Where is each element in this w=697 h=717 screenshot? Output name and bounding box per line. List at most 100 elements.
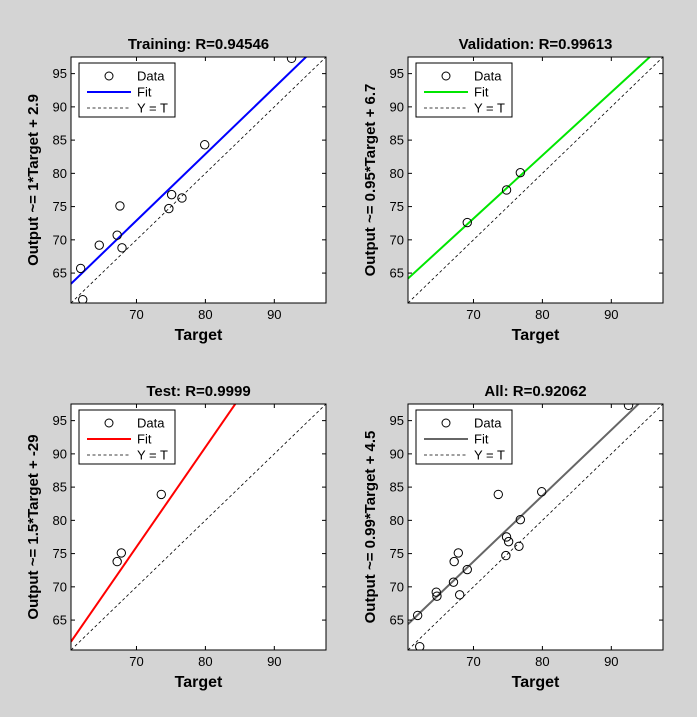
data-point xyxy=(537,487,547,497)
data-point xyxy=(515,167,526,178)
plot-content xyxy=(408,57,663,303)
x-tick-label: 80 xyxy=(535,654,549,669)
x-axis-label: Target xyxy=(175,327,223,344)
y-tick-label: 95 xyxy=(53,66,67,81)
x-tick-label: 70 xyxy=(129,654,143,669)
x-tick-label: 70 xyxy=(466,654,480,669)
data-point xyxy=(449,556,459,567)
axes-frame xyxy=(407,56,664,304)
legend-data-marker xyxy=(104,418,114,428)
x-tick-label: 70 xyxy=(129,307,143,322)
x-tick-label: 80 xyxy=(198,654,212,669)
data-point xyxy=(78,294,88,303)
identity-line xyxy=(71,404,326,650)
legend-entry-label: Y = T xyxy=(137,448,168,463)
plot-content xyxy=(408,404,663,650)
data-point xyxy=(75,263,86,274)
legend-data-marker xyxy=(104,71,114,81)
legend-entry-label: Fit xyxy=(474,85,489,100)
legend-entry-label: Fit xyxy=(137,85,152,100)
y-tick-label: 70 xyxy=(390,232,404,247)
legend-entry-label: Y = T xyxy=(137,101,168,116)
x-tick-label: 80 xyxy=(535,307,549,322)
x-axis-label: Target xyxy=(512,327,560,344)
y-tick-label: 70 xyxy=(53,579,67,594)
data-point xyxy=(415,641,425,650)
data-point xyxy=(156,489,166,500)
y-tick-label: 75 xyxy=(390,199,404,214)
chart-title: All: R=0.92062 xyxy=(484,383,586,400)
legend-entry-label: Fit xyxy=(474,432,489,447)
data-point xyxy=(166,189,177,200)
y-tick-label: 65 xyxy=(390,613,404,628)
y-tick-label: 95 xyxy=(53,413,67,428)
axes-frame xyxy=(70,56,327,304)
data-point xyxy=(115,201,125,211)
subplot-2: 70 80 90 65 70 75 80 85 90 95 Validation: R=0.9961… xyxy=(362,36,664,344)
plot-content xyxy=(71,57,326,303)
y-axis-label: Output ~= 1*Target + 2.9 xyxy=(25,94,42,266)
legend-data-marker xyxy=(441,418,451,428)
y-tick-label: 85 xyxy=(390,133,404,148)
x-axis-label: Target xyxy=(512,674,560,691)
legend-entry-label: Data xyxy=(474,69,502,84)
fit-line xyxy=(71,404,237,643)
chart-title: Training: R=0.94546 xyxy=(128,36,269,53)
y-tick-label: 85 xyxy=(53,133,67,148)
y-tick-label: 70 xyxy=(390,579,404,594)
legend-entry-label: Fit xyxy=(137,432,152,447)
data-point xyxy=(94,240,104,250)
subplot-4: 70 80 90 65 70 75 80 85 90 95 All: R=0.92062 Target… xyxy=(362,383,664,691)
axes-frame xyxy=(70,403,327,651)
data-point xyxy=(117,243,127,253)
y-tick-label: 75 xyxy=(53,546,67,561)
y-tick-label: 85 xyxy=(53,480,67,495)
y-tick-label: 95 xyxy=(390,413,404,428)
data-point xyxy=(286,57,297,64)
fit-line xyxy=(408,57,652,280)
chart-title: Test: R=0.9999 xyxy=(146,383,250,400)
y-axis-label: Output ~= 0.99*Target + 4.5 xyxy=(362,431,379,624)
data-point xyxy=(164,203,174,214)
data-point xyxy=(454,590,465,600)
data-point xyxy=(515,514,526,525)
identity-line xyxy=(408,404,663,650)
data-point xyxy=(116,548,127,558)
y-axis-label: Output ~= 0.95*Target + 6.7 xyxy=(362,84,379,277)
legend-data-marker xyxy=(441,71,451,81)
data-point xyxy=(501,550,511,561)
legend-entry-label: Data xyxy=(474,416,502,431)
legend-entry-label: Y = T xyxy=(474,101,505,116)
identity-line xyxy=(71,57,326,303)
legend-entry-label: Data xyxy=(137,416,165,431)
fit-line xyxy=(71,57,308,285)
y-tick-label: 75 xyxy=(53,199,67,214)
data-point xyxy=(177,193,187,203)
y-tick-label: 90 xyxy=(53,99,67,114)
axes-frame xyxy=(407,403,664,651)
x-tick-label: 90 xyxy=(604,307,618,322)
x-tick-label: 90 xyxy=(267,307,281,322)
y-tick-label: 75 xyxy=(390,546,404,561)
data-point xyxy=(453,548,464,558)
x-tick-label: 90 xyxy=(604,654,618,669)
legend-entry-label: Y = T xyxy=(474,448,505,463)
data-point xyxy=(462,217,472,228)
legend-entry-label: Data xyxy=(137,69,165,84)
data-point xyxy=(431,587,441,597)
chart-title: Validation: R=0.99613 xyxy=(459,36,613,53)
fit-line xyxy=(408,404,640,625)
y-tick-label: 90 xyxy=(390,99,404,114)
y-tick-label: 80 xyxy=(53,166,67,181)
x-tick-label: 80 xyxy=(198,307,212,322)
data-point xyxy=(501,185,512,195)
y-tick-label: 80 xyxy=(53,513,67,528)
x-tick-label: 70 xyxy=(466,307,480,322)
plot-content xyxy=(71,404,326,650)
data-point xyxy=(623,404,634,411)
data-point xyxy=(448,577,459,587)
